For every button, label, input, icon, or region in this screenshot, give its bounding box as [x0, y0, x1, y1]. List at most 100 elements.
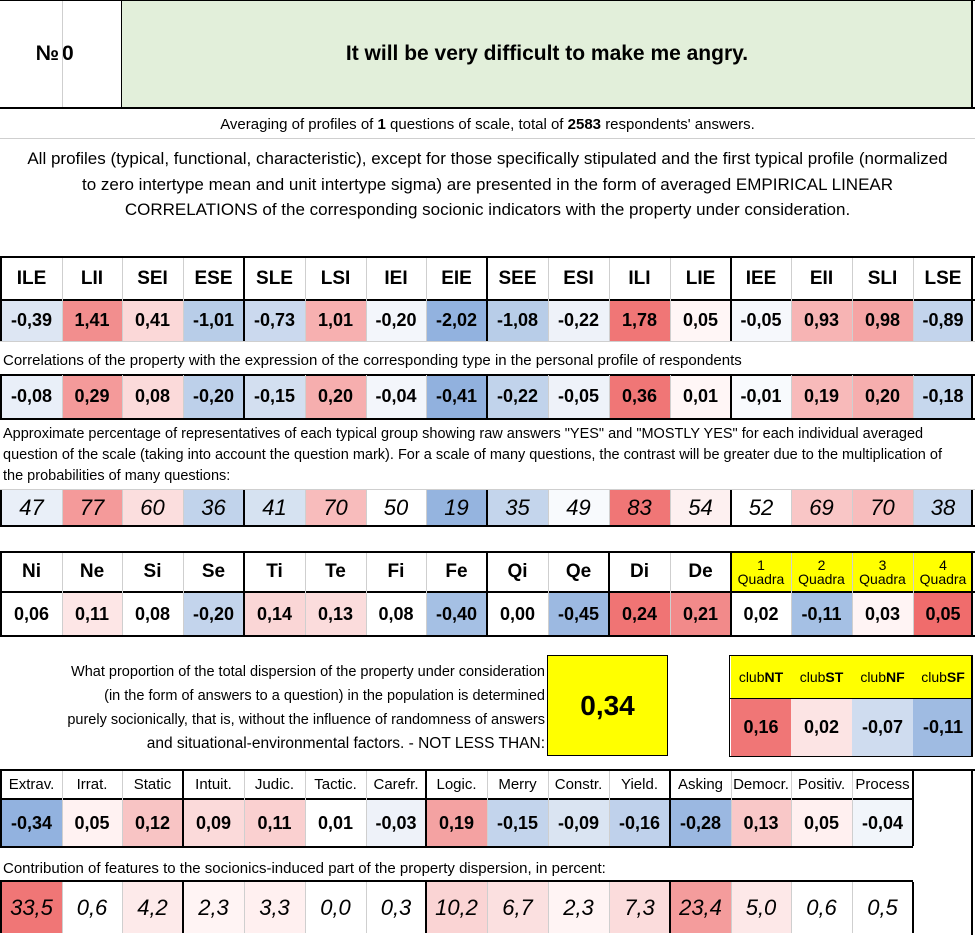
dispersion-text: What proportion of the total dispersion … — [67, 664, 545, 752]
feature-value: -0,34 — [1, 800, 62, 846]
corr-value: 0,36 — [609, 375, 670, 418]
percent-value: 60 — [122, 490, 183, 526]
feature-header: Static — [133, 776, 172, 793]
type-header: IEI — [384, 267, 408, 289]
club-prefix: club — [860, 669, 886, 685]
percent-value: 83 — [609, 490, 670, 526]
contribution-value: 0,3 — [366, 882, 426, 933]
contribution-value: 33,5 — [1, 882, 62, 933]
quadra-header: 1 Quadra — [731, 553, 791, 591]
contribution-value: 3,3 — [244, 882, 305, 933]
feature-value: 0,19 — [426, 800, 487, 846]
club-name: NT — [764, 669, 784, 685]
type-header: ESI — [563, 267, 594, 289]
quadra-number: 1 — [757, 557, 765, 573]
quadra-number: 4 — [939, 557, 947, 573]
club-value: 0,02 — [791, 699, 852, 756]
type-header: EIE — [441, 267, 472, 289]
quadra-header: 4 Quadra — [913, 553, 973, 591]
percent-value: 35 — [487, 490, 548, 526]
corr-value: -0,22 — [487, 375, 548, 418]
corr-value: 0,01 — [670, 375, 731, 418]
feature-header: Irrat. — [76, 776, 108, 793]
function-value: 0,08 — [122, 593, 183, 635]
percent-value: 49 — [548, 490, 609, 526]
contribution-value: 0,5 — [852, 882, 913, 933]
corr-value: 0,20 — [305, 375, 366, 418]
type-header: SLI — [867, 267, 898, 289]
corr-value: -0,41 — [426, 375, 487, 418]
feature-value: 0,09 — [183, 800, 244, 846]
percent-value: 70 — [852, 490, 913, 526]
contribution-value: 2,3 — [548, 882, 609, 933]
feature-value: 0,11 — [244, 800, 305, 846]
function-value: 0,00 — [487, 593, 548, 635]
quadra-header: 2 Quadra — [791, 553, 852, 591]
feature-value: -0,09 — [548, 800, 609, 846]
type-value: -1,01 — [183, 300, 244, 341]
description-text: All profiles (typical, functional, chara… — [27, 149, 948, 219]
function-value: 0,06 — [1, 593, 62, 635]
feature-value: -0,04 — [852, 800, 913, 846]
club-name: SF — [946, 669, 965, 685]
club-header: club NT — [731, 656, 791, 698]
summary-line: Averaging of profiles of 1 questions of … — [220, 115, 755, 133]
type-value: -0,05 — [731, 300, 791, 341]
feature-header: Logic. — [436, 776, 477, 793]
function-header: Se — [201, 561, 226, 582]
percent-value: 70 — [305, 490, 366, 526]
function-header: Te — [325, 561, 346, 582]
club-prefix: club — [921, 669, 947, 685]
function-value: 0,08 — [366, 593, 426, 635]
percent-value: 54 — [670, 490, 731, 526]
percent-value: 77 — [62, 490, 122, 526]
contribution-value: 0,6 — [62, 882, 122, 933]
percent-value: 47 — [1, 490, 62, 526]
percent-note: Approximate percentage of representative… — [3, 426, 942, 484]
feature-value: 0,05 — [791, 800, 852, 846]
type-header: LIE — [685, 267, 716, 289]
contribution-value: 0,6 — [791, 882, 852, 933]
club-header: club SF — [913, 656, 973, 698]
quadra-header: 3 Quadra — [852, 553, 913, 591]
corr-value: -0,15 — [244, 375, 305, 418]
club-value: 0,16 — [731, 699, 791, 756]
type-value: 1,01 — [305, 300, 366, 341]
type-header: IEE — [745, 267, 777, 289]
quadra-number: 2 — [817, 557, 826, 573]
function-header: Fi — [387, 561, 405, 582]
contribution-value: 23,4 — [670, 882, 731, 933]
club-value: -0,07 — [852, 699, 913, 756]
type-value: -0,20 — [366, 300, 426, 341]
club-header: club ST — [791, 656, 852, 698]
percent-value: 69 — [791, 490, 852, 526]
club-prefix: club — [799, 669, 826, 685]
corr-value: -0,08 — [1, 375, 62, 418]
quadra-value: 0,05 — [913, 593, 973, 635]
type-value: 0,41 — [122, 300, 183, 341]
percent-value: 50 — [366, 490, 426, 526]
function-header: Ni — [22, 561, 41, 582]
number-value: 0 — [62, 42, 74, 65]
corr-value: -0,04 — [366, 375, 426, 418]
function-header: Ne — [79, 561, 105, 582]
page-title: It will be very difficult to make me ang… — [122, 1, 972, 107]
header-row — [0, 0, 975, 109]
function-header: Ti — [266, 561, 283, 582]
corr-value: -0,05 — [548, 375, 609, 418]
type-header: SEE — [498, 267, 537, 289]
type-header: LII — [80, 267, 104, 289]
quadra-word: Quadra — [859, 571, 906, 587]
function-value: -0,20 — [183, 593, 244, 635]
feature-header: Yield. — [621, 776, 658, 793]
feature-header: Extrav. — [8, 776, 55, 793]
club-value: -0,11 — [913, 699, 973, 756]
function-value: 0,21 — [670, 593, 731, 635]
type-header: ILE — [16, 267, 47, 289]
type-value: -0,39 — [1, 300, 62, 341]
club-prefix: club — [738, 669, 765, 685]
corr-value: -0,01 — [731, 375, 791, 418]
type-value: 1,78 — [609, 300, 670, 341]
type-value: -0,89 — [913, 300, 973, 341]
type-header: ILI — [628, 267, 651, 289]
